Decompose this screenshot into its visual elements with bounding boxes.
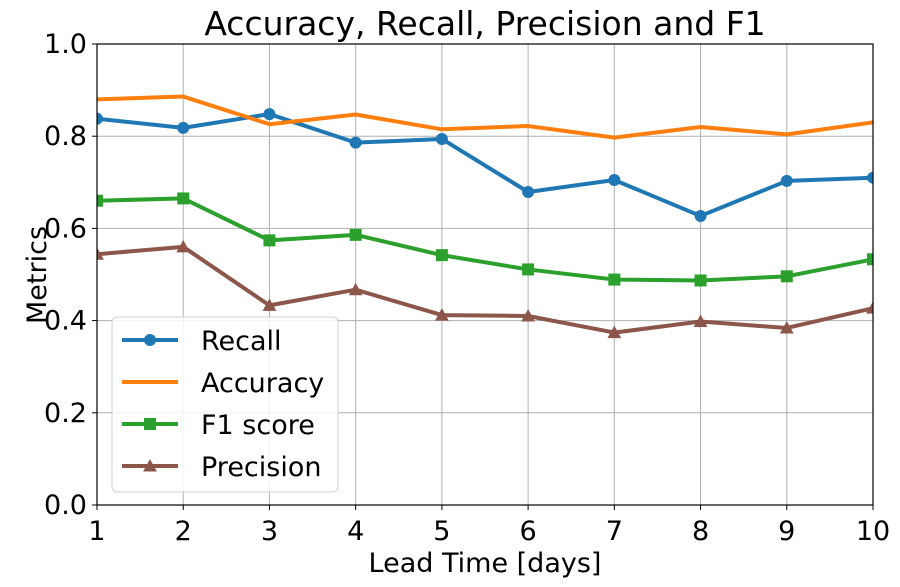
data-point-f1-score [694,274,707,287]
x-tick-label: 5 [433,516,450,547]
data-point-precision [693,314,708,328]
data-point-precision [97,247,104,260]
y-tick-label: 0.4 [44,306,87,337]
data-point-recall [522,185,535,198]
data-point-f1-score [435,249,448,262]
series-layer [97,94,873,339]
series-line-accuracy [97,94,873,140]
data-point-f1-score [97,194,103,207]
plot-frame [96,43,874,506]
x-tick-label: 3 [261,516,278,547]
data-point-recall [263,108,276,121]
data-point-recall [780,174,793,187]
data-point-f1-score [780,270,793,283]
data-point-precision [262,298,277,311]
legend-label-accuracy: Accuracy [201,368,324,399]
legend-item-precision: Precision [122,452,321,483]
series-line-recall [97,112,873,218]
data-point-precision [348,282,363,296]
legend-item-f1-score: F1 score [122,410,315,441]
data-point-recall [97,112,103,125]
data-point-f1-score [263,234,276,247]
y-tick-label: 0.8 [44,121,87,152]
legend-item-accuracy: Accuracy [122,368,324,399]
data-point-precision [779,321,794,334]
data-point-precision [607,325,622,339]
legend-label-precision: Precision [201,452,321,483]
data-point-recall [435,132,448,145]
data-point-recall [608,173,621,186]
data-point-precision [866,301,873,314]
x-tick-label: 8 [692,516,709,547]
data-point-f1-score [177,192,190,205]
data-point-f1-score [349,228,362,241]
y-tick-label: 0.0 [44,490,87,521]
legend-marker-recall [144,334,156,346]
series-accuracy [97,94,873,140]
series-line-f1-score [97,196,873,283]
x-tick-label: 1 [88,516,105,547]
x-tick-label: 9 [778,516,795,547]
legend-box [111,316,339,493]
x-tick-label: 2 [175,516,192,547]
data-point-precision [521,309,536,322]
data-point-precision [434,308,449,321]
x-tick-label: 10 [856,516,890,547]
data-point-f1-score [867,253,873,266]
data-point-f1-score [522,263,535,276]
y-tick-label: 0.2 [44,398,87,429]
legend-marker-f1-score [144,418,156,430]
data-point-f1-score [608,273,621,286]
x-axis-label: Lead Time [days] [369,548,602,579]
data-point-precision [176,239,191,253]
legend-item-recall: Recall [122,326,282,357]
legend: Recall Accuracy F1 score Precision [111,316,339,493]
data-point-recall [694,209,707,222]
axis-ticks: 1 2 3 4 5 6 7 8 9 10 0.0 0.2 0.4 0.6 0.8 1.0 [44,29,890,547]
data-point-recall [177,121,190,134]
data-point-recall [867,171,873,184]
series-f1-score [97,192,873,287]
legend-label-f1-score: F1 score [201,410,315,441]
y-tick-label: 1.0 [44,29,87,60]
chart-title: Accuracy, Recall, Precision and F1 [204,4,765,43]
x-tick-label: 7 [606,516,623,547]
legend-marker-precision [143,459,157,472]
x-tick-label: 6 [520,516,537,547]
x-tick-label: 4 [347,516,364,547]
y-tick-label: 0.6 [44,213,87,244]
series-recall [97,108,873,222]
y-axis-label: Metrics [22,226,53,324]
legend-label-recall: Recall [201,326,282,357]
data-point-recall [349,136,362,149]
series-line-precision [97,244,873,335]
series-precision [97,239,873,339]
